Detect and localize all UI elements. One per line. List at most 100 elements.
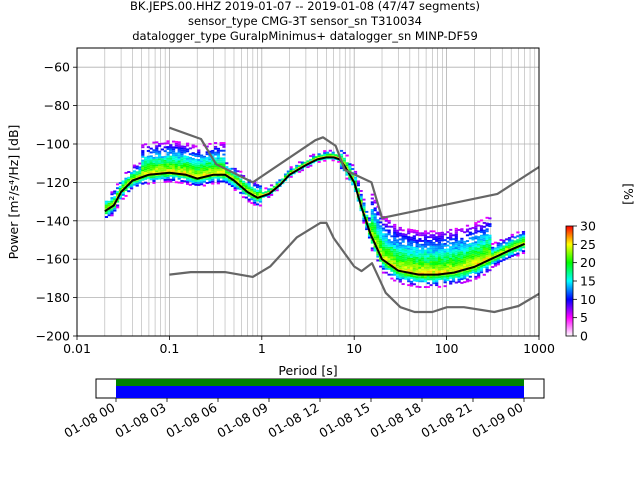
density-cell xyxy=(194,164,198,167)
density-cell xyxy=(185,167,190,170)
density-cell xyxy=(202,163,206,166)
density-cell xyxy=(387,273,391,276)
density-cell xyxy=(446,265,450,268)
density-cell xyxy=(507,237,512,239)
density-cell xyxy=(412,267,416,270)
density-cell xyxy=(121,184,125,187)
density-cell xyxy=(488,244,492,247)
density-cell xyxy=(202,180,206,183)
density-cell xyxy=(488,261,492,264)
density-cell xyxy=(423,268,428,271)
density-cell xyxy=(208,179,212,182)
density-cell xyxy=(482,225,486,228)
density-cell xyxy=(155,162,159,165)
density-cell xyxy=(160,175,164,178)
y-tick-label: −100 xyxy=(36,137,70,152)
density-cell xyxy=(367,217,372,220)
density-cell xyxy=(373,201,377,204)
density-cell xyxy=(166,163,170,166)
density-cell xyxy=(311,157,316,160)
density-cell xyxy=(510,239,514,242)
density-cell xyxy=(174,164,178,166)
density-cell xyxy=(432,238,436,240)
density-cell xyxy=(171,155,176,158)
density-cell xyxy=(356,190,360,192)
density-cell xyxy=(166,176,170,179)
density-cell xyxy=(398,238,402,241)
title-line-2: sensor_type CMG-3T sensor_sn T310034 xyxy=(188,14,422,28)
density-cell xyxy=(451,257,456,260)
density-cell xyxy=(507,242,512,245)
density-cell xyxy=(423,261,428,264)
density-cell xyxy=(239,188,243,190)
density-cell xyxy=(393,260,397,263)
density-cell xyxy=(379,236,383,239)
density-cell xyxy=(451,234,456,237)
density-cell xyxy=(130,177,134,180)
density-cell xyxy=(219,180,223,183)
density-cell xyxy=(451,276,456,279)
density-cell xyxy=(429,261,433,264)
density-cell xyxy=(426,263,430,265)
density-cell xyxy=(449,250,453,252)
coverage-band xyxy=(116,379,524,386)
density-cell xyxy=(351,168,355,170)
density-cell xyxy=(435,278,439,281)
density-cell xyxy=(185,156,190,159)
density-cell xyxy=(407,232,411,235)
density-cell xyxy=(521,246,526,249)
density-cell xyxy=(180,180,184,182)
density-cell xyxy=(395,229,400,232)
density-cell xyxy=(401,254,405,257)
density-cell xyxy=(437,251,442,254)
density-cell xyxy=(485,228,489,231)
density-cell xyxy=(412,283,416,286)
density-cell xyxy=(457,273,461,276)
density-cell xyxy=(440,275,444,278)
density-cell xyxy=(381,254,386,257)
density-cell xyxy=(429,284,433,287)
density-cell xyxy=(485,266,489,269)
density-cell xyxy=(197,168,201,171)
density-cell xyxy=(197,159,201,161)
density-cell xyxy=(407,239,411,242)
density-cell xyxy=(144,172,148,175)
density-cell xyxy=(460,228,464,231)
density-cell xyxy=(451,245,456,248)
density-cell xyxy=(437,255,442,258)
density-cell xyxy=(429,249,433,252)
density-cell xyxy=(465,245,470,248)
density-cell xyxy=(426,253,430,256)
density-cell xyxy=(370,233,374,236)
density-cell xyxy=(437,278,442,281)
density-cell xyxy=(166,180,170,183)
density-cell xyxy=(197,164,201,167)
density-cell xyxy=(429,259,433,262)
density-cell xyxy=(197,151,201,154)
density-cell xyxy=(191,146,195,149)
density-cell xyxy=(219,167,223,169)
density-cell xyxy=(401,252,405,255)
density-cell xyxy=(166,146,170,148)
density-cell xyxy=(401,238,405,241)
density-cell xyxy=(155,175,159,178)
density-cell xyxy=(384,244,388,247)
density-cell xyxy=(152,170,156,173)
density-cell xyxy=(222,180,226,183)
grid xyxy=(76,48,539,337)
density-cell xyxy=(435,263,439,265)
density-cell xyxy=(197,153,201,156)
density-cell xyxy=(429,270,433,273)
density-cell xyxy=(247,183,251,186)
density-cell xyxy=(440,249,444,251)
density-cell xyxy=(395,256,400,259)
density-cell xyxy=(163,155,167,158)
density-cell xyxy=(241,196,246,199)
density-cell xyxy=(454,241,458,244)
density-cell xyxy=(395,239,400,242)
density-cell xyxy=(415,245,419,248)
density-cell xyxy=(141,169,145,172)
density-cell xyxy=(451,259,456,262)
density-cell xyxy=(426,276,430,279)
density-cell xyxy=(255,191,260,194)
